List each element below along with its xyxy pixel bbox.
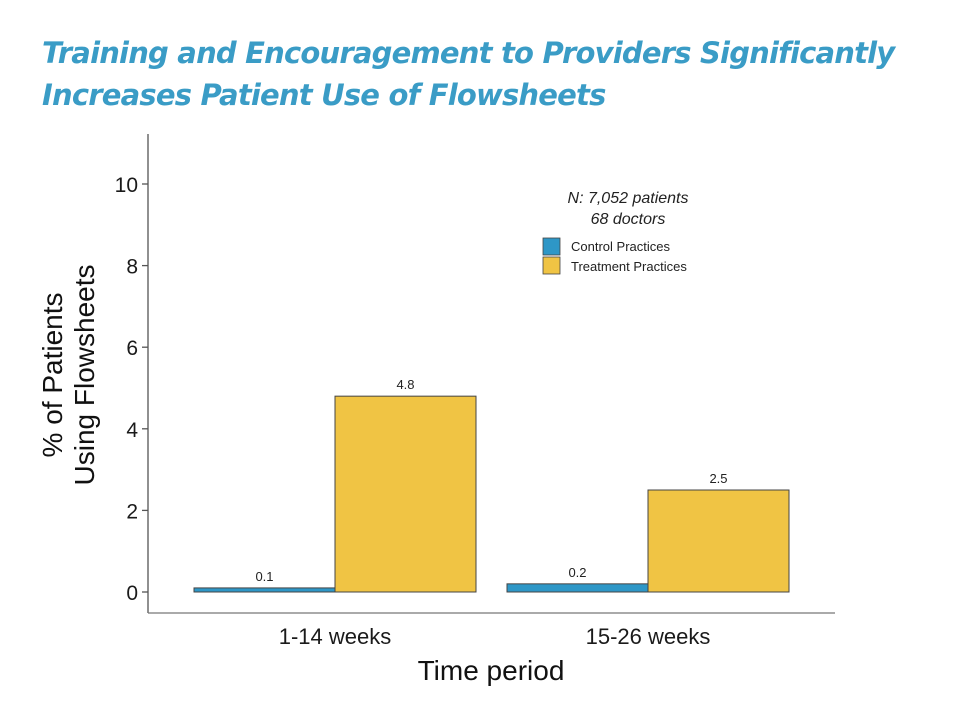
legend-label-control: Control Practices xyxy=(571,239,670,254)
data-label: 2.5 xyxy=(709,471,727,486)
legend-note-line-2: 68 doctors xyxy=(591,211,666,228)
y-tick-label: 0 xyxy=(126,582,138,605)
y-tick-label: 4 xyxy=(126,419,138,442)
bars-group xyxy=(193,395,790,593)
y-axis-title-line-1: % of Patients xyxy=(37,293,68,458)
data-label: 4.8 xyxy=(396,377,414,392)
bar-treatment-2 xyxy=(647,489,790,593)
slide-title: Training and Encouragement to Providers … xyxy=(42,32,942,116)
slide-title-line-1: Training and Encouragement to Providers … xyxy=(42,36,895,70)
bar-control-2 xyxy=(506,583,649,593)
bar-treatment-1 xyxy=(334,395,477,593)
data-label: 0.1 xyxy=(255,569,273,584)
x-axis-title: Time period xyxy=(418,655,565,686)
data-label: 0.2 xyxy=(568,565,586,580)
legend-label-treatment: Treatment Practices xyxy=(571,259,687,274)
y-tick-label: 10 xyxy=(115,174,138,197)
data-labels-group: 0.1 4.8 0.2 2.5 xyxy=(255,377,727,584)
slide-title-line-2: Increases Patient Use of Flowsheets xyxy=(42,78,606,112)
y-axis-title-line-2: Using Flowsheets xyxy=(69,265,100,486)
y-tick-label: 2 xyxy=(126,500,138,523)
x-tick-label: 15-26 weeks xyxy=(586,624,711,649)
bar-control-1 xyxy=(193,587,336,593)
legend-swatch-treatment xyxy=(542,256,561,275)
legend: N: 7,052 patients 68 doctors Control Pra… xyxy=(542,190,689,275)
y-axis-title: % of Patients Using Flowsheets xyxy=(37,265,100,486)
y-ticks-group: 0 2 4 6 8 10 xyxy=(115,174,148,605)
legend-note-line-1: N: 7,052 patients xyxy=(568,190,689,207)
y-tick-label: 6 xyxy=(126,337,138,360)
y-tick-label: 8 xyxy=(126,256,138,279)
legend-swatch-control xyxy=(542,237,561,256)
x-ticks-group: 1-14 weeks 15-26 weeks xyxy=(279,624,711,649)
x-tick-label: 1-14 weeks xyxy=(279,624,392,649)
